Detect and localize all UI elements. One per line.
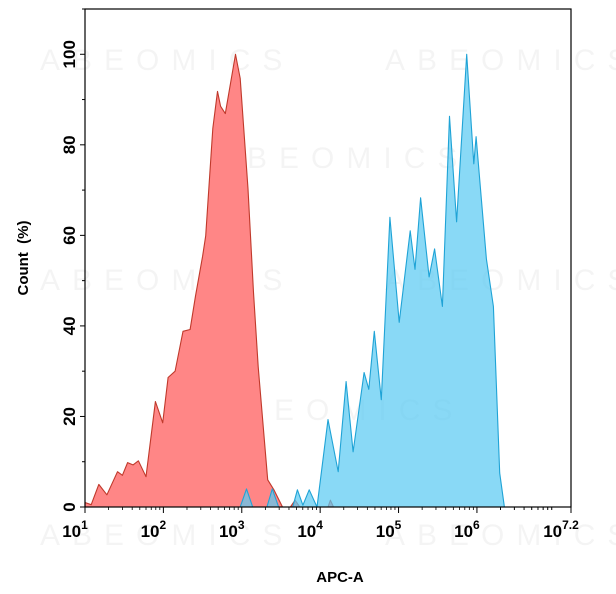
watermark-text: ABEOMICS bbox=[40, 44, 294, 77]
y-tick-label: 100 bbox=[60, 40, 79, 68]
x-axis-label: APC-A bbox=[316, 569, 364, 586]
y-tick-label: 40 bbox=[60, 316, 79, 335]
x-tick-label: 102 bbox=[141, 518, 167, 541]
watermark-text: ABEOMICS bbox=[385, 44, 616, 77]
watermark-text: ABEOMICS bbox=[40, 264, 294, 297]
plot-frame bbox=[84, 8, 572, 508]
x-tick-label: 101 bbox=[62, 518, 88, 541]
watermark-text: ABEOMICS bbox=[40, 519, 294, 552]
y-tick-label: 0 bbox=[60, 502, 79, 511]
x-axis: 101 102 103 104 105 106 107.2 bbox=[62, 507, 579, 541]
x-tick-label: 103 bbox=[219, 518, 245, 541]
y-axis: 0 20 40 60 80 100 bbox=[60, 8, 85, 512]
y-tick-label: 20 bbox=[60, 407, 79, 426]
watermark-text: ABEOMICS bbox=[385, 519, 616, 552]
y-axis-label: Count (%) bbox=[15, 221, 32, 296]
y-tick-label: 60 bbox=[60, 226, 79, 245]
x-tick-label: 106 bbox=[454, 518, 480, 541]
x-tick-label: 105 bbox=[376, 518, 402, 541]
watermark-text: ABEOMICS bbox=[215, 142, 469, 175]
y-tick-label: 80 bbox=[60, 135, 79, 154]
x-tick-label: 107.2 bbox=[543, 518, 579, 541]
x-tick-label: 104 bbox=[297, 518, 323, 541]
